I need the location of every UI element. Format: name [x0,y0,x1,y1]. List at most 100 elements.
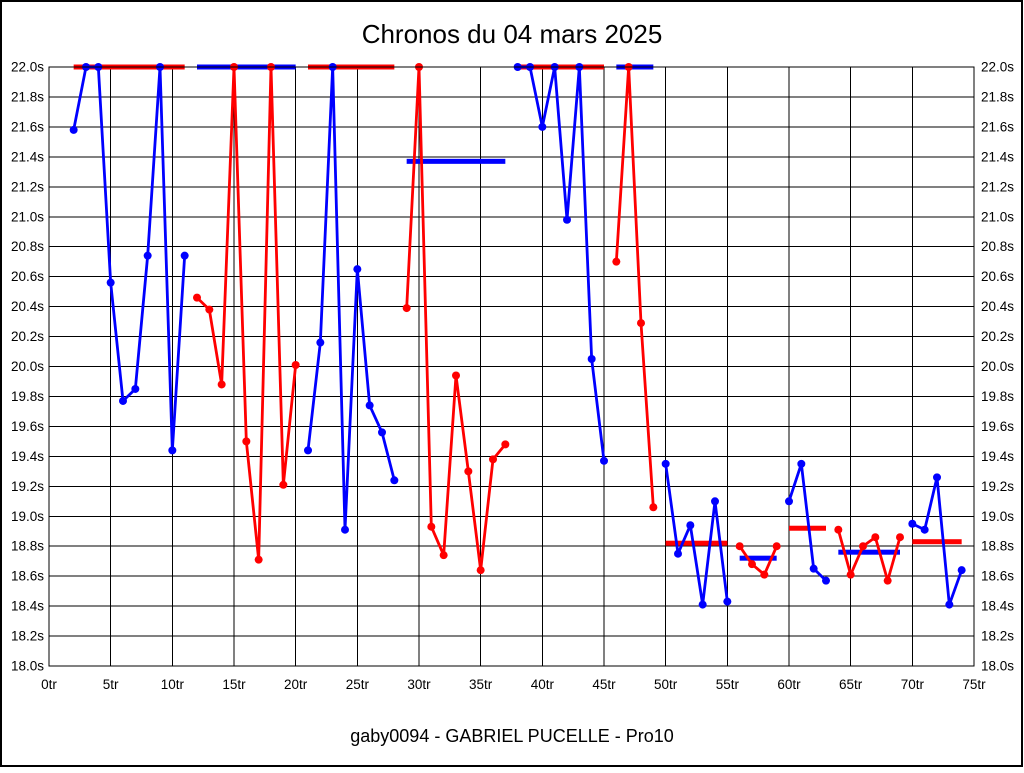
lap-time-point [661,459,670,468]
lap-time-point [933,473,941,482]
y-tick-label-right: 21.8s [981,89,1014,104]
x-tick-label: 70tr [901,677,925,692]
stint [735,542,781,579]
y-tick-label-right: 20.6s [981,269,1014,284]
lap-time-point [168,446,177,455]
x-tick-label: 45tr [592,677,616,692]
lap-time-point [353,265,362,274]
lap-time-point [834,525,843,534]
y-tick-label-right: 21.4s [981,149,1014,164]
lap-time-line [517,65,606,462]
stint-average-bar [406,158,506,164]
lap-time-point [254,555,263,564]
grid [48,66,975,667]
y-tick-label-right: 20.8s [981,239,1014,254]
lap-time-line [787,462,827,582]
y-tick-label-left: 18.8s [11,539,44,554]
axis-labels: 18.0s 18.0s 18.2s 18.2s 18.4s 18.4s 18.6s 18.6s… [11,60,1014,693]
x-tick-label: 75tr [962,677,986,692]
y-tick-label-right: 19.0s [981,509,1014,524]
lap-time-point [920,525,929,534]
lap-time-point [822,576,830,585]
y-tick-label-left: 20.2s [11,329,44,344]
stint-average-bar [665,540,728,546]
lap-time-point [686,521,695,530]
y-tick-label-right: 18.2s [981,629,1014,644]
lap-time-point [106,278,115,287]
lap-time-point [859,542,867,551]
y-tick-label-right: 21.2s [981,179,1014,194]
y-tick-label-right: 19.6s [981,419,1014,434]
y-tick-label-right: 18.0s [981,659,1014,674]
x-tick-label: 60tr [777,677,801,692]
lap-time-point [957,566,966,575]
y-tick-label-left: 18.6s [11,569,44,584]
lap-time-point [279,480,288,489]
lap-time-line [405,65,507,572]
chart-title: Chronos du 04 mars 2025 [362,19,663,49]
y-tick-label-right: 21.0s [981,209,1014,224]
lap-time-point [452,371,460,380]
lap-time-point [476,566,485,575]
y-tick-label-left: 20.0s [11,359,44,374]
y-tick-label-right: 20.0s [981,359,1014,374]
lap-time-point [945,600,954,609]
lap-time-point [464,467,473,476]
lap-time-point [538,122,547,131]
stint [304,63,399,534]
lap-time-line [836,529,902,583]
lap-time-point [587,355,596,364]
x-tick-label: 55tr [716,677,740,692]
stint [612,63,658,512]
lap-time-point [378,428,386,437]
y-tick-label-left: 18.4s [11,599,44,614]
x-tick-label: 30tr [407,677,431,692]
x-tick-label: 0tr [41,677,57,692]
lap-time-point [698,600,707,609]
x-tick-label: 20tr [284,677,308,692]
plot-area: 18.0s 18.0s 18.2s 18.2s 18.4s 18.4s 18.6s 18.6s… [11,60,1014,693]
y-tick-label-left: 19.2s [11,479,44,494]
lap-time-point [439,551,448,560]
y-tick-label-left: 19.6s [11,419,44,434]
lap-time-point [797,459,806,468]
y-tick-label-left: 20.4s [11,299,44,314]
y-tick-label-right: 22.0s [981,60,1014,75]
lap-time-point [711,497,719,506]
y-tick-label-right: 20.4s [981,299,1014,314]
y-tick-label-left: 21.2s [11,179,44,194]
y-tick-label-right: 21.6s [981,119,1014,134]
lap-time-line [738,545,778,577]
y-tick-label-left: 19.4s [11,449,44,464]
stint [661,459,732,609]
lap-time-point [883,576,892,585]
lap-time-line [72,65,187,452]
lap-time-point [748,560,756,569]
x-tick-label: 40tr [531,677,555,692]
y-tick-label-right: 20.2s [981,329,1014,344]
lap-time-point [119,396,127,405]
x-tick-label: 50tr [654,677,678,692]
y-tick-label-left: 21.0s [11,209,44,224]
lap-time-point [217,380,226,389]
lap-time-point [365,401,374,410]
lap-time-point [674,549,682,558]
y-tick-label-right: 18.8s [981,539,1014,554]
y-tick-label-left: 21.8s [11,89,44,104]
lap-time-point [735,542,744,551]
lap-time-point [563,215,571,224]
lap-time-point [193,293,201,302]
y-tick-label-left: 20.8s [11,239,44,254]
lap-time-point [908,519,917,528]
lap-time-point [871,533,880,542]
lap-time-point [489,455,497,464]
y-tick-label-right: 18.4s [981,599,1014,614]
y-tick-label-right: 19.8s [981,389,1014,404]
y-tick-label-right: 19.2s [981,479,1014,494]
x-tick-label: 25tr [346,677,370,692]
y-tick-label-left: 18.2s [11,629,44,644]
y-tick-label-left: 21.6s [11,119,44,134]
lap-time-point [612,257,621,266]
